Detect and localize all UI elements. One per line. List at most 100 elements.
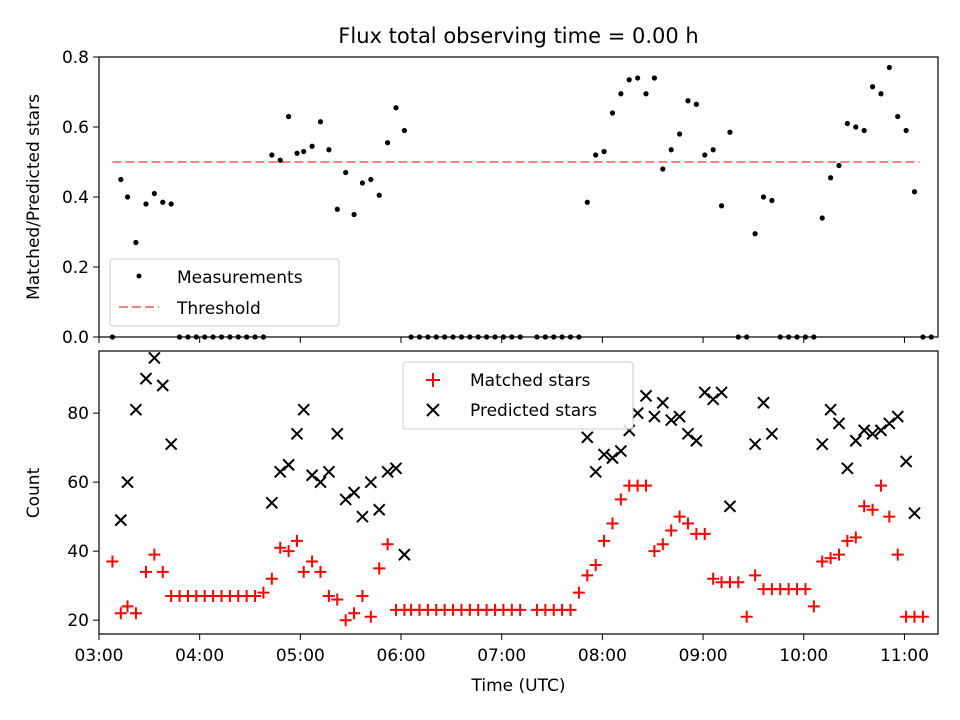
- bottom-legend-box: [402, 361, 634, 430]
- x-tick-label: 06:00: [377, 646, 426, 666]
- data-point: [824, 403, 837, 416]
- data-point: [351, 211, 357, 218]
- data-point: [869, 84, 876, 90]
- legend-measurements-marker: [136, 273, 142, 279]
- data-point: [148, 351, 161, 365]
- data-point: [673, 510, 686, 523]
- data-point: [297, 565, 310, 578]
- data-point: [816, 555, 829, 568]
- legend-matched-marker: [426, 373, 440, 387]
- bottom-legend: Matched stars Predicted stars: [402, 361, 634, 430]
- data-point: [347, 486, 361, 499]
- data-point: [364, 610, 377, 623]
- data-point: [593, 152, 599, 158]
- data-point: [282, 458, 295, 472]
- data-point: [277, 157, 283, 163]
- data-point: [841, 534, 854, 547]
- x-tick-label: 04:00: [175, 646, 224, 666]
- top-y-axis-label: Matched/Predicted stars: [24, 94, 44, 300]
- data-point: [618, 91, 624, 97]
- figure-title: Flux total observing time = 0.00 h: [338, 24, 698, 48]
- data-point: [597, 448, 611, 461]
- data-point: [118, 176, 124, 183]
- data-point: [359, 180, 366, 186]
- bottom-y-tick-label: 20: [67, 611, 89, 631]
- data-point: [665, 524, 678, 537]
- data-point: [339, 493, 352, 506]
- data-point: [314, 565, 327, 578]
- data-point: [824, 552, 837, 565]
- data-point: [727, 129, 733, 135]
- data-point: [581, 569, 594, 582]
- data-point: [706, 393, 720, 406]
- data-point: [381, 465, 394, 479]
- data-point: [368, 176, 374, 183]
- data-point: [106, 555, 119, 568]
- data-point: [373, 503, 386, 516]
- data-point: [866, 503, 879, 516]
- data-point: [685, 98, 691, 104]
- data-point: [874, 479, 887, 492]
- data-point: [866, 427, 879, 441]
- data-point: [124, 194, 131, 200]
- data-point: [698, 386, 711, 399]
- legend-predicted-label: Predicted stars: [470, 401, 597, 421]
- data-point: [832, 548, 845, 561]
- bottom-y-tick-label: 80: [67, 404, 89, 424]
- data-point: [681, 427, 695, 441]
- data-point: [853, 124, 859, 130]
- data-point: [257, 586, 270, 599]
- data-point: [265, 496, 279, 510]
- data-point: [849, 531, 862, 544]
- data-point: [668, 147, 674, 153]
- data-point: [385, 140, 391, 146]
- data-point: [129, 607, 142, 620]
- data-point: [740, 610, 753, 623]
- data-point: [836, 162, 842, 169]
- data-point: [326, 147, 332, 153]
- legend-threshold-label: Threshold: [176, 299, 261, 319]
- data-point: [819, 215, 825, 221]
- data-point: [317, 119, 324, 125]
- data-point: [916, 610, 929, 623]
- data-point: [381, 538, 394, 551]
- x-tick-label: 10:00: [779, 646, 828, 666]
- data-point: [631, 406, 644, 420]
- data-point: [626, 77, 632, 83]
- data-point: [841, 462, 854, 475]
- data-point: [660, 166, 666, 172]
- top-y-tick-label: 0.0: [62, 328, 89, 348]
- x-axis-label: Time (UTC): [471, 676, 566, 696]
- series-predicted-stars: [114, 351, 921, 561]
- data-point: [710, 147, 716, 153]
- data-point: [282, 545, 295, 558]
- bottom-panel: 20 40 60 80 03:00 04:00 05:00 06:00 07:00 08:00 09…: [24, 350, 939, 696]
- data-point: [690, 434, 703, 447]
- data-point: [139, 372, 153, 385]
- legend-matched-label: Matched stars: [470, 371, 590, 391]
- data-point: [297, 403, 310, 416]
- data-point: [401, 127, 407, 134]
- data-point: [331, 593, 344, 606]
- data-point: [168, 201, 174, 207]
- data-point: [891, 410, 904, 423]
- data-point: [858, 500, 871, 513]
- x-tick-label: 11:00: [880, 646, 929, 666]
- data-point: [911, 189, 918, 195]
- top-y-tick-label: 0.8: [62, 48, 89, 68]
- data-point: [908, 506, 921, 520]
- data-point: [769, 197, 775, 204]
- x-tick-label: 07:00: [477, 646, 526, 666]
- data-point: [274, 541, 287, 554]
- data-point: [114, 607, 127, 620]
- data-point: [891, 548, 904, 561]
- data-point: [581, 431, 594, 444]
- data-point: [249, 590, 262, 603]
- data-point: [286, 113, 292, 120]
- bottom-axes: 20 40 60 80 03:00 04:00 05:00 06:00 07:00 08:00 09…: [67, 404, 929, 666]
- data-point: [601, 148, 607, 155]
- data-point: [656, 396, 670, 409]
- data-point: [305, 469, 319, 482]
- data-point: [331, 427, 344, 441]
